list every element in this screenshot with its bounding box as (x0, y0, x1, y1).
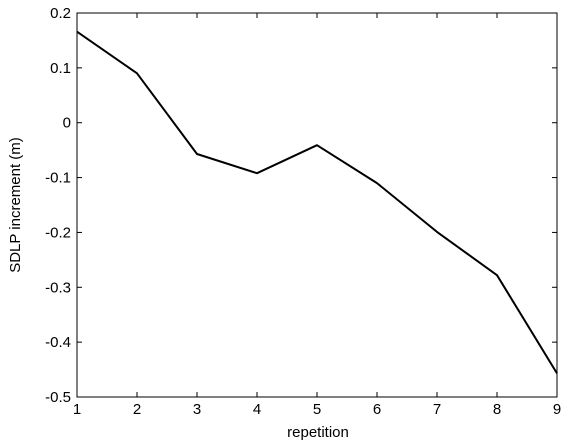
y-tick-label: 0 (63, 115, 71, 132)
x-tick-label: 1 (73, 401, 81, 418)
y-tick-label: -0.1 (45, 170, 71, 187)
x-tick-label: 3 (193, 401, 201, 418)
axes-frame (76, 12, 558, 398)
x-tick-label: 7 (433, 401, 441, 418)
y-tick-label: -0.2 (45, 224, 71, 241)
x-tick-label: 9 (553, 401, 561, 418)
x-tick-label: 2 (133, 401, 141, 418)
x-tick-label: 6 (373, 401, 381, 418)
x-axis-ticks: 1 2 3 4 5 6 7 8 9 (73, 13, 561, 418)
x-axis-label: repetition (287, 424, 349, 441)
series-line (76, 30, 558, 374)
y-tick-label: -0.4 (45, 334, 71, 351)
y-tick-label: 0.1 (50, 60, 71, 77)
y-axis-ticks: -0.5 -0.4 -0.3 -0.2 -0.1 0 0.1 0.2 (45, 5, 557, 406)
x-tick-label: 4 (253, 401, 261, 418)
y-tick-label: 0.2 (50, 5, 71, 22)
plot-area (76, 12, 558, 398)
x-tick-label: 8 (493, 401, 501, 418)
y-tick-label: -0.5 (45, 389, 71, 406)
y-tick-label: -0.3 (45, 279, 71, 296)
y-axis-label: SDLP increment (m) (7, 137, 24, 273)
x-tick-label: 5 (313, 401, 321, 418)
